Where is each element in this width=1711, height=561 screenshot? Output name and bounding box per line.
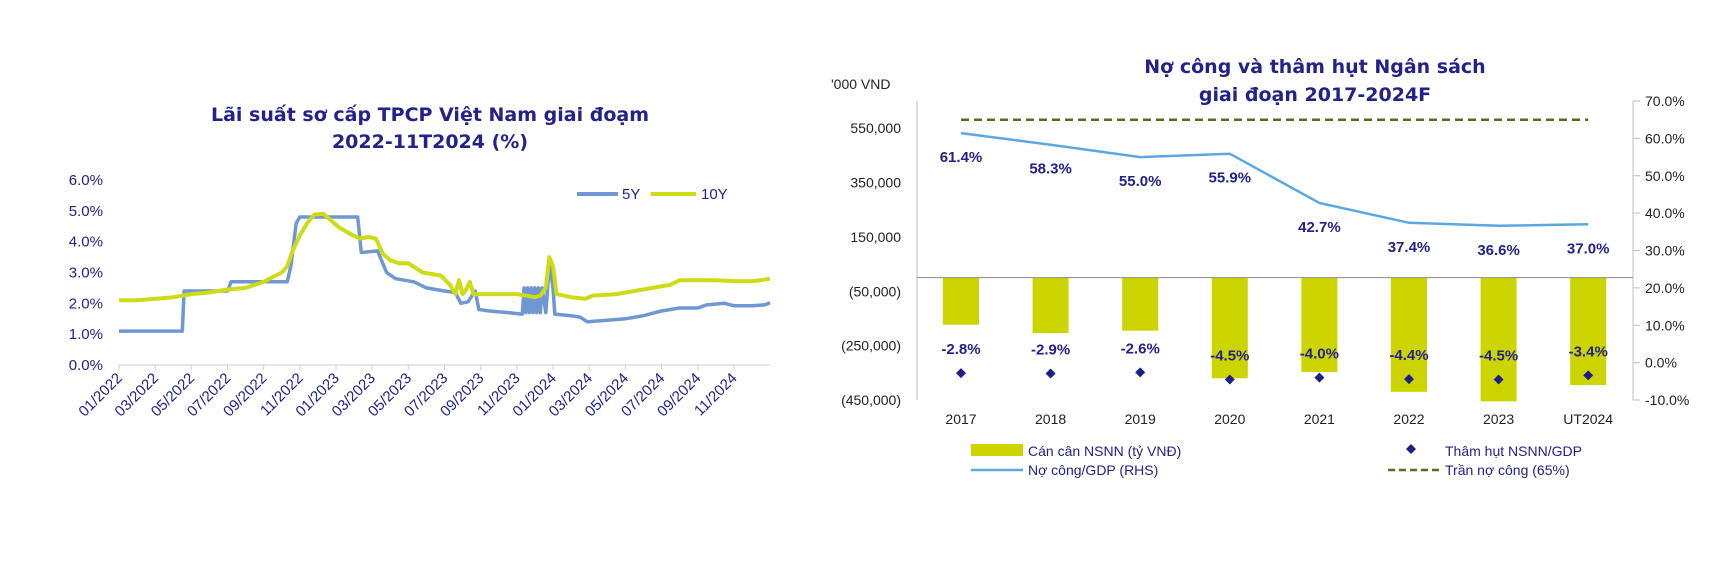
debt-to-gdp-line [960, 131, 1589, 228]
left-axis-unit-label: '000 VND [831, 76, 890, 92]
debt-gdp-label: 58.3% [1029, 161, 1072, 178]
category-label: 2019 [1125, 411, 1156, 427]
left-y-tick-label: 1.0% [69, 326, 103, 343]
deficit-gdp-label: -4.5% [1210, 347, 1249, 364]
deficit-gdp-label: -3.4% [1569, 343, 1608, 360]
deficit-marker-2018 [1045, 368, 1056, 379]
left-axis-tick-label: (250,000) [841, 338, 901, 354]
deficit-gdp-label: -4.0% [1300, 346, 1339, 363]
budget-bar-2020 [1211, 277, 1248, 379]
deficit-marker-2019 [1135, 367, 1146, 378]
right-axis-tick-label: 70.0% [1645, 93, 1685, 109]
budget-bar-2022 [1391, 277, 1427, 392]
left-axis-ticks: 550,000 350,000 150,000 (50,000) (250,000) (4… [841, 120, 901, 408]
legend-10y-label: 10Y [701, 186, 728, 203]
category-labels: 2017 2018 2019 2020 2021 2022 2023 UT2024 [945, 411, 1613, 427]
category-label: 2020 [1214, 411, 1245, 427]
right-axis-tick-label: -10.0% [1645, 392, 1689, 408]
legend-bar-label: Cán cân NSNN (tỷ VNĐ) [1028, 443, 1181, 459]
left-x-axis-ticks: 01/202203/202205/202207/202209/202211/20… [75, 365, 741, 420]
debt-gdp-label: 37.4% [1388, 239, 1431, 256]
deficit-marker-2023 [1493, 374, 1504, 385]
deficit-marker-ut2024 [1583, 370, 1594, 381]
right-chart-title-line1: Nợ công và thâm hụt Ngân sách [1144, 56, 1485, 78]
right-axis-tick-label: 20.0% [1645, 280, 1685, 296]
category-label: 2017 [945, 411, 976, 427]
debt-gdp-label: 42.7% [1298, 219, 1341, 236]
left-legend: 5Y 10Y [577, 186, 728, 203]
left-axis-tick-label: 350,000 [850, 175, 901, 191]
left-axis-tick-label: (450,000) [841, 392, 901, 408]
debt-gdp-label: 61.4% [940, 149, 983, 166]
left-axis-tick-label: (50,000) [849, 283, 901, 299]
left-y-tick-label: 2.0% [69, 295, 103, 312]
debt-gdp-label: 55.9% [1209, 170, 1252, 187]
left-plot-series [119, 211, 771, 333]
deficit-gdp-label: -4.5% [1479, 347, 1518, 364]
category-label: 2023 [1483, 411, 1514, 427]
deficit-markers [956, 367, 1594, 385]
budget-bar-ut2024 [1570, 277, 1607, 386]
right-axis-tick-label: 40.0% [1645, 205, 1685, 221]
right-axis-tick-label: 50.0% [1645, 168, 1685, 184]
legend-deficit-marker [1406, 444, 1416, 454]
budget-balance-bars [943, 277, 1607, 402]
left-chart: Lãi suất sơ cấp TPCP Việt Nam giai đoạm … [69, 103, 771, 420]
legend-debt-line-label: Nợ công/GDP (RHS) [1028, 462, 1158, 478]
debt-gdp-label: 36.6% [1477, 242, 1520, 259]
deficit-marker-2021 [1314, 372, 1325, 383]
legend-ceiling-label: Trần nợ công (65%) [1445, 462, 1570, 478]
deficit-marker-2022 [1404, 374, 1414, 385]
series-line-5y [119, 215, 771, 333]
deficit-marker-2017 [956, 368, 966, 379]
right-axis-ticks: 70.0% 60.0% 50.0% 40.0% 30.0% 20.0% 10.0% 0.0% -… [1633, 93, 1689, 408]
category-label: 2021 [1304, 411, 1335, 427]
debt-gdp-label: 55.0% [1119, 173, 1162, 190]
right-axis-tick-label: 30.0% [1645, 243, 1685, 259]
category-label: 2018 [1035, 411, 1066, 427]
deficit-gdp-label: -2.8% [941, 341, 980, 358]
left-y-tick-label: 4.0% [69, 234, 103, 251]
series-line-10y [119, 211, 771, 303]
legend-bar-swatch [971, 444, 1023, 456]
budget-bar-2018 [1032, 277, 1069, 334]
budget-bar-2019 [1122, 277, 1159, 331]
legend-5y-label: 5Y [622, 186, 640, 203]
budget-bar-2021 [1301, 277, 1338, 373]
left-y-tick-label: 5.0% [69, 203, 103, 220]
deficit-marker-2020 [1224, 374, 1235, 385]
deficit-gdp-label: -2.6% [1121, 340, 1160, 357]
left-y-tick-label: 6.0% [69, 172, 103, 189]
deficit-gdp-label: -4.4% [1389, 347, 1428, 364]
left-y-axis-ticks: 0.0% 1.0% 2.0% 3.0% 4.0% 5.0% 6.0% [69, 172, 103, 374]
right-legend: Cán cân NSNN (tỷ VNĐ) Nợ công/GDP (RHS) … [971, 443, 1582, 478]
data-labels: 61.4% 58.3% 55.0% 55.9% 42.7% 37.4% 36.6% 37.0%… [940, 149, 1610, 364]
right-chart-title-line2: giai đoạn 2017-2024F [1199, 84, 1431, 106]
left-y-tick-label: 3.0% [69, 265, 103, 282]
left-axis-tick-label: 150,000 [850, 229, 901, 245]
deficit-gdp-label: -2.9% [1031, 341, 1070, 358]
left-chart-title-line1: Lãi suất sơ cấp TPCP Việt Nam giai đoạm [211, 103, 649, 126]
left-axis-tick-label: 550,000 [850, 120, 901, 136]
left-chart-title-line2: 2022-11T2024 (%) [332, 131, 528, 153]
debt-gdp-line [960, 131, 1589, 228]
right-axis-tick-label: 60.0% [1645, 130, 1685, 146]
category-label: UT2024 [1563, 411, 1613, 427]
category-label: 2022 [1393, 411, 1424, 427]
right-axis-tick-label: 0.0% [1645, 355, 1677, 371]
right-axis-tick-label: 10.0% [1645, 317, 1685, 333]
budget-bar-2017 [943, 277, 979, 325]
legend-deficit-label: Thâm hụt NSNN/GDP [1445, 443, 1582, 459]
left-y-tick-label: 0.0% [69, 357, 103, 374]
debt-gdp-label: 37.0% [1567, 240, 1610, 257]
right-chart: Nợ công và thâm hụt Ngân sách giai đoạn … [831, 56, 1689, 478]
